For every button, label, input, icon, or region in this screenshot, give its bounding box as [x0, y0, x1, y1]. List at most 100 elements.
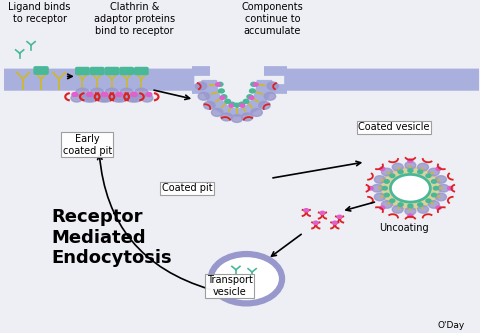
Circle shape — [398, 203, 403, 206]
Circle shape — [71, 94, 83, 102]
Circle shape — [141, 94, 153, 102]
Circle shape — [384, 193, 389, 197]
Circle shape — [87, 93, 93, 97]
FancyBboxPatch shape — [105, 68, 119, 75]
Circle shape — [426, 199, 431, 202]
Circle shape — [229, 104, 234, 107]
Circle shape — [132, 93, 137, 97]
Circle shape — [382, 201, 393, 208]
Circle shape — [116, 93, 122, 97]
FancyBboxPatch shape — [120, 68, 133, 75]
Circle shape — [146, 93, 152, 97]
Circle shape — [390, 199, 395, 202]
Circle shape — [83, 94, 94, 102]
Text: Ligand binds
to receptor: Ligand binds to receptor — [9, 2, 71, 24]
Circle shape — [418, 163, 429, 171]
Circle shape — [135, 88, 148, 98]
Circle shape — [221, 95, 227, 99]
Circle shape — [259, 102, 270, 109]
Circle shape — [433, 186, 439, 190]
Circle shape — [241, 113, 253, 121]
Circle shape — [337, 215, 342, 218]
Circle shape — [87, 93, 92, 97]
FancyBboxPatch shape — [2, 69, 193, 90]
Text: Coated vesicle: Coated vesicle — [358, 123, 430, 133]
Circle shape — [239, 102, 245, 106]
Circle shape — [372, 184, 383, 192]
Circle shape — [240, 104, 245, 107]
Circle shape — [97, 94, 108, 102]
Circle shape — [384, 180, 389, 183]
FancyArrowPatch shape — [97, 155, 210, 289]
Circle shape — [418, 206, 429, 213]
Circle shape — [130, 94, 141, 102]
Circle shape — [231, 115, 242, 123]
Circle shape — [217, 82, 223, 86]
Circle shape — [432, 180, 436, 183]
Circle shape — [225, 99, 230, 103]
Text: Coated pit: Coated pit — [162, 183, 212, 193]
Circle shape — [105, 88, 119, 98]
Circle shape — [438, 184, 449, 192]
FancyBboxPatch shape — [34, 67, 48, 74]
Circle shape — [218, 89, 224, 93]
Circle shape — [250, 89, 255, 93]
Text: Components
continue to
accumulate: Components continue to accumulate — [241, 2, 303, 36]
Circle shape — [380, 167, 441, 209]
Circle shape — [405, 207, 416, 215]
Circle shape — [216, 83, 220, 86]
Circle shape — [380, 167, 385, 170]
Text: Uncoating: Uncoating — [380, 223, 429, 233]
Circle shape — [418, 203, 423, 206]
Circle shape — [72, 93, 78, 97]
Text: Transport
vesicle: Transport vesicle — [207, 275, 252, 297]
Circle shape — [131, 93, 137, 97]
Circle shape — [408, 204, 413, 208]
Circle shape — [195, 82, 207, 90]
Circle shape — [435, 193, 446, 201]
Circle shape — [428, 168, 439, 176]
Circle shape — [435, 176, 446, 183]
Circle shape — [264, 92, 276, 100]
Circle shape — [368, 186, 373, 190]
Circle shape — [333, 221, 337, 224]
Circle shape — [426, 174, 431, 177]
Circle shape — [91, 88, 104, 98]
Circle shape — [100, 94, 112, 102]
Circle shape — [418, 170, 423, 173]
Circle shape — [247, 95, 252, 99]
Circle shape — [229, 102, 235, 106]
Circle shape — [392, 163, 403, 171]
Circle shape — [86, 94, 97, 102]
Circle shape — [251, 109, 263, 117]
Circle shape — [234, 103, 240, 107]
Circle shape — [120, 88, 133, 98]
Circle shape — [212, 109, 223, 117]
Circle shape — [428, 201, 439, 208]
Circle shape — [127, 94, 138, 102]
Circle shape — [211, 254, 282, 303]
Circle shape — [392, 206, 403, 213]
FancyBboxPatch shape — [285, 69, 480, 90]
Circle shape — [390, 174, 395, 177]
Circle shape — [115, 94, 127, 102]
Circle shape — [112, 94, 123, 102]
Circle shape — [220, 96, 225, 99]
Circle shape — [374, 176, 385, 183]
Circle shape — [436, 206, 441, 209]
Circle shape — [249, 96, 254, 99]
Circle shape — [267, 82, 278, 90]
Circle shape — [117, 93, 122, 97]
Circle shape — [320, 211, 325, 214]
Circle shape — [382, 168, 393, 176]
Circle shape — [398, 170, 403, 173]
Circle shape — [101, 93, 107, 97]
Circle shape — [380, 206, 385, 209]
Circle shape — [432, 193, 436, 197]
Circle shape — [408, 214, 413, 217]
FancyBboxPatch shape — [90, 68, 104, 75]
Circle shape — [198, 92, 210, 100]
Circle shape — [408, 169, 413, 172]
Text: Early
coated pit: Early coated pit — [62, 134, 112, 156]
Circle shape — [251, 82, 256, 86]
